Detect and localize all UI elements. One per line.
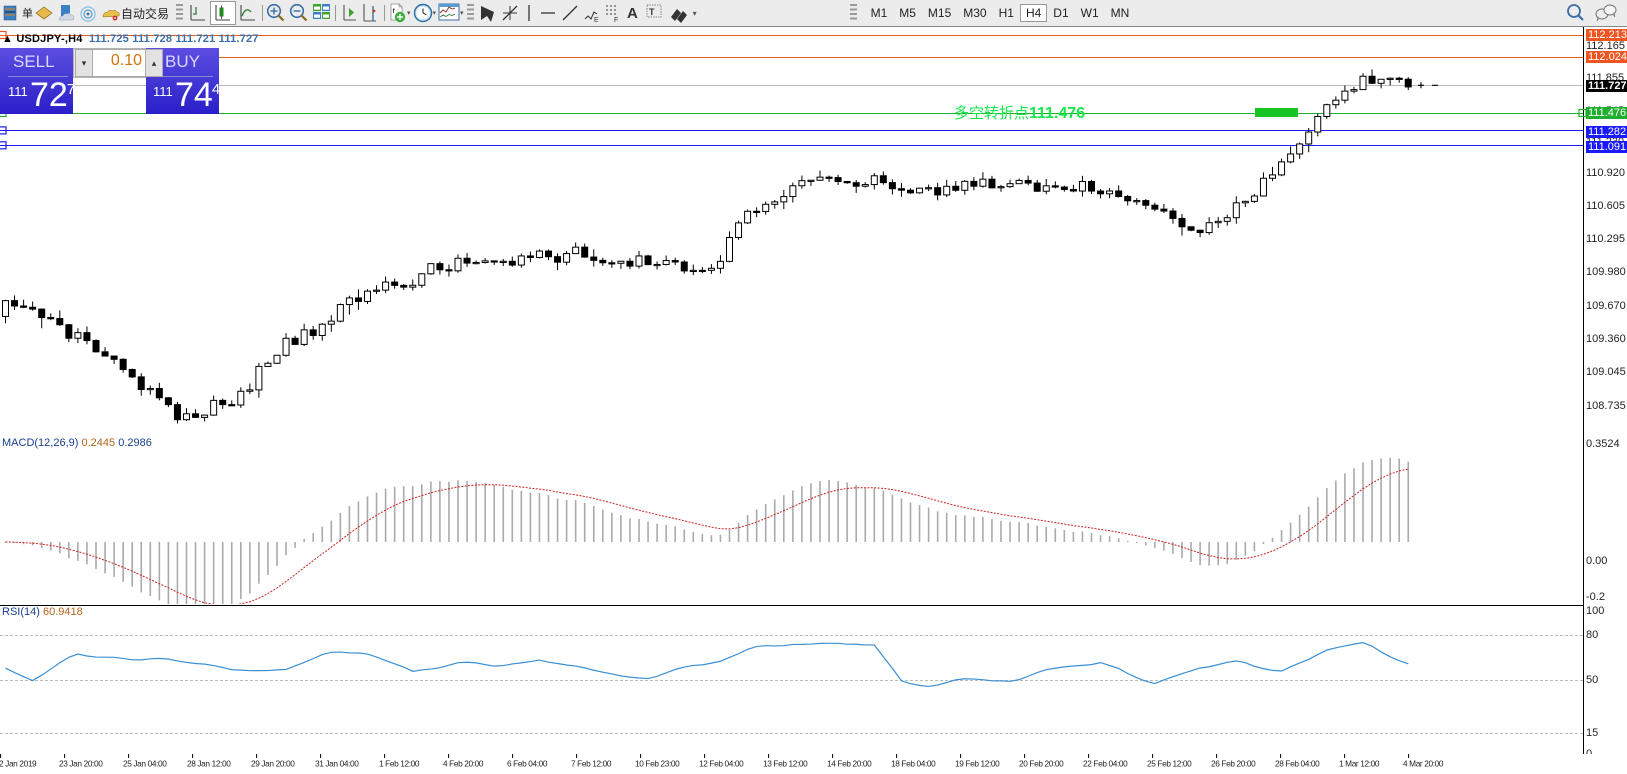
svg-text:T: T [649, 7, 655, 17]
svg-text:F: F [614, 17, 618, 24]
svg-text:E: E [594, 17, 599, 24]
svg-text:A: A [627, 5, 638, 22]
